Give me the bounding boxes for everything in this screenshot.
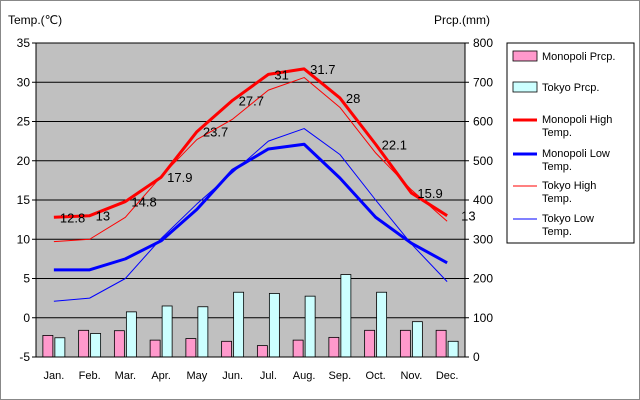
bar-tokyo-prcp--jan — [54, 337, 66, 358]
x-tick-label: Oct. — [366, 370, 386, 382]
right-tick-label: 400 — [473, 193, 493, 207]
legend-label: Temp. — [542, 193, 572, 205]
left-tick-label: 35 — [17, 36, 31, 50]
legend-swatch — [512, 50, 538, 62]
bar-monopoli-prcp--feb — [78, 329, 90, 358]
right-tick-label: 300 — [473, 232, 493, 246]
bar-tokyo-prcp--oct — [376, 291, 388, 358]
right-tick-label: 0 — [473, 350, 480, 364]
data-label-high-feb: 13 — [96, 209, 110, 224]
right-tick-label: 800 — [473, 36, 493, 50]
bar-tokyo-prcp--apr — [161, 305, 173, 358]
left-tick-label: 20 — [17, 154, 31, 168]
data-label-high-mar: 14.8 — [131, 195, 156, 210]
bar-tokyo-prcp--may — [197, 306, 209, 358]
legend-label: Temp. — [542, 127, 572, 139]
data-label-high-oct: 22.1 — [382, 137, 407, 152]
bar-monopoli-prcp--apr — [149, 339, 161, 358]
x-tick-label: Jul. — [260, 370, 277, 382]
bar-monopoli-prcp--sep — [328, 336, 340, 358]
legend-box — [506, 42, 635, 244]
legend-label: Tokyo High — [542, 180, 596, 192]
bar-tokyo-prcp--aug — [304, 295, 316, 358]
bar-monopoli-prcp--jul — [256, 345, 268, 358]
x-tick-label: Jun. — [222, 370, 243, 382]
bar-monopoli-prcp--jun — [221, 340, 233, 358]
data-label-high-sep: 28 — [346, 91, 360, 106]
legend-label: Temp. — [542, 226, 572, 238]
legend-label: Temp. — [542, 161, 572, 173]
bar-monopoli-prcp--oct — [364, 329, 376, 358]
bar-tokyo-prcp--jun — [233, 291, 245, 358]
legend-label: Tokyo Low — [542, 213, 594, 225]
legend-label: Monopoli High — [542, 114, 612, 126]
data-label-high-nov: 15.9 — [417, 186, 442, 201]
left-tick-label: 0 — [23, 311, 30, 325]
legend-label: Tokyo Prcp. — [542, 82, 599, 94]
legend-swatch — [512, 81, 538, 93]
line-monopoli-low-temp — [53, 142, 448, 272]
x-tick-label: Nov. — [400, 370, 422, 382]
data-label-high-dec: 13 — [461, 209, 475, 224]
right-tick-label: 600 — [473, 115, 493, 129]
x-tick-label: Aug. — [293, 370, 316, 382]
right-tick-label: 500 — [473, 154, 493, 168]
right-tick-label: 100 — [473, 311, 493, 325]
x-tick-label: Dec. — [436, 370, 459, 382]
bar-tokyo-prcp--feb — [90, 333, 102, 358]
bar-monopoli-prcp--nov — [399, 329, 411, 358]
bar-monopoli-prcp--jan — [42, 335, 54, 358]
line-tokyo-high-temp — [53, 77, 448, 243]
data-label-high-apr: 17.9 — [167, 170, 192, 185]
bar-tokyo-prcp--jul — [268, 293, 280, 358]
bar-monopoli-prcp--dec — [435, 329, 447, 358]
bar-tokyo-prcp--nov — [411, 321, 423, 358]
x-tick-label: Sep. — [329, 370, 352, 382]
data-label-high-aug: 31.7 — [310, 62, 335, 77]
data-label-high-jan: 12.8 — [60, 210, 85, 225]
left-tick-label: 15 — [17, 193, 31, 207]
data-label-high-may: 23.7 — [203, 125, 228, 140]
bar-tokyo-prcp--mar — [125, 311, 137, 358]
x-tick-label: Jan. — [43, 370, 64, 382]
data-label-high-jun: 27.7 — [239, 93, 264, 108]
right-tick-label: 200 — [473, 272, 493, 286]
bar-tokyo-prcp--sep — [340, 274, 352, 358]
bar-monopoli-prcp--may — [185, 338, 197, 358]
right-tick-label: 700 — [473, 75, 493, 89]
left-axis-title: Temp.(℃) — [8, 13, 62, 27]
x-tick-label: Apr. — [151, 370, 171, 382]
x-tick-label: Mar. — [115, 370, 136, 382]
right-axis-title: Prcp.(mm) — [434, 13, 490, 27]
x-tick-label: May — [186, 370, 207, 382]
left-tick-label: 30 — [17, 75, 31, 89]
bar-monopoli-prcp--mar — [113, 330, 125, 358]
bar-tokyo-prcp--dec — [447, 340, 459, 358]
legend-label: Monopoli Low — [542, 148, 610, 160]
left-tick-label: 25 — [17, 115, 31, 129]
data-label-high-jul: 31 — [274, 67, 288, 82]
legend-label: Monopoli Prcp. — [542, 51, 615, 63]
left-tick-label: 5 — [23, 272, 30, 286]
bar-monopoli-prcp--aug — [292, 339, 304, 358]
line-tokyo-low-temp — [53, 128, 448, 302]
line-monopoli-high-temp — [53, 67, 448, 219]
left-tick-label: 10 — [17, 232, 31, 246]
left-tick-label: -5 — [19, 350, 30, 364]
x-tick-label: Feb. — [79, 370, 101, 382]
